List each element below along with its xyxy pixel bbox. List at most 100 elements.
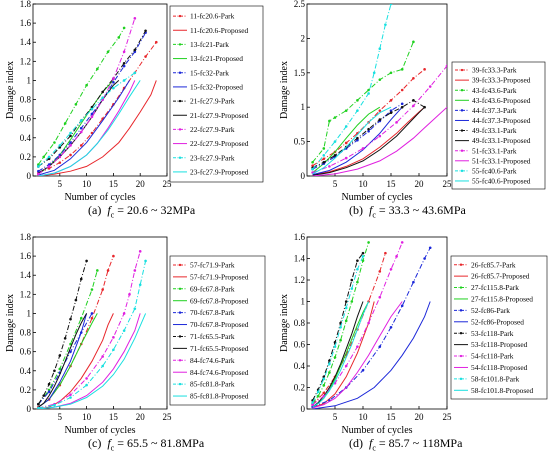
data-point [356, 345, 359, 348]
legend-label: 49-fc33.1-Park [472, 126, 517, 135]
data-point [47, 382, 51, 386]
data-point [378, 345, 382, 348]
series-line-11-fc20.6-Park [38, 41, 157, 174]
data-point [133, 269, 137, 272]
y-tick-label: 0.8 [20, 328, 32, 338]
data-point [356, 267, 359, 271]
legend-box [450, 255, 548, 400]
legend: 39-fc33.3-Park39-fc33.3-Proposed43-fc43.… [451, 61, 546, 190]
series-line-54-fc118-Park [312, 242, 403, 406]
legend-label: 44-fc37.3-Proposed [472, 116, 531, 125]
x-tick-label: 5 [58, 412, 63, 422]
series-line-53-fc118-Park [312, 252, 364, 401]
legend-label: 70-fc67.8-Park [190, 308, 235, 317]
caption-a-label: (a) [88, 203, 102, 217]
caption-c-label: (c) [88, 436, 102, 450]
series-line-54-fc118-Proposed [312, 301, 403, 409]
data-point [144, 29, 147, 33]
data-point [112, 348, 115, 352]
caption-b-text: = 33.3 ~ 43.6MPa [375, 203, 466, 217]
data-point [344, 141, 348, 145]
legend-label: 15-fc32-Park [190, 68, 229, 77]
data-point [96, 269, 99, 272]
data-point [37, 165, 40, 168]
data-point [356, 109, 359, 112]
legend: 57-fc71.9-Park 57-fc71.9-Proposed 69-fc67.… [169, 255, 266, 406]
data-point [316, 394, 320, 398]
data-point [122, 312, 126, 315]
series-line-69-fc67.8-Park [37, 270, 98, 405]
series-line-51-fc33.1-Park [312, 65, 447, 174]
data-point [53, 403, 56, 407]
data-point [361, 147, 365, 150]
data-point [58, 367, 62, 371]
data-point [389, 4, 393, 6]
data-point [90, 288, 94, 291]
data-point [333, 345, 337, 348]
legend-label: 57-fc71.9-Proposed [190, 272, 249, 281]
data-point [400, 88, 404, 92]
data-point [311, 167, 314, 171]
legend-label: 52-fc86-Park [471, 306, 510, 315]
data-point [112, 254, 115, 258]
data-point [58, 146, 62, 149]
y-tick-label: 1.4 [20, 270, 32, 280]
y-tick-label: 1.8 [20, 232, 32, 242]
legend: 11-fc20.6-Park 11-fc20.6-Proposed 13-fc21-… [169, 5, 264, 183]
legend-label: 70-fc67.8-Proposed [190, 320, 249, 329]
x-tick-label: 10 [82, 412, 92, 422]
data-point [37, 169, 40, 173]
data-point [79, 316, 83, 320]
data-point [400, 68, 404, 71]
data-point [344, 156, 348, 160]
legend-marker [178, 263, 182, 267]
y-tick-label: 1.6 [294, 232, 306, 242]
data-point [63, 336, 67, 340]
data-point [412, 104, 415, 108]
data-point [79, 144, 83, 147]
y-axis-label: Damage index [5, 61, 16, 119]
data-point [412, 40, 415, 44]
legend-marker [459, 309, 463, 312]
legend-label: 54-fc118-Proposed [471, 363, 528, 372]
data-point [389, 111, 393, 115]
data-point [384, 23, 387, 26]
data-point [79, 126, 83, 130]
data-point [311, 160, 314, 164]
series-line-39-fc33.3-Park [312, 69, 425, 167]
series-line-58-fc101.8-Proposed [312, 301, 370, 408]
data-point [133, 307, 137, 310]
data-point [328, 362, 331, 366]
data-point [344, 364, 348, 368]
legend-marker [460, 129, 464, 132]
data-point [106, 50, 110, 54]
y-tick-label: 2.5 [294, 0, 306, 9]
series-line-70-fc67.8-Proposed [38, 313, 88, 408]
caption-d-text: = 85.7 ~ 118MPa [375, 436, 463, 450]
data-point [90, 107, 94, 111]
data-point [69, 393, 72, 396]
data-point [112, 77, 115, 80]
data-point [344, 109, 348, 112]
series-line-52-fc86-Proposed [312, 301, 431, 409]
y-tick-label: 0.6 [294, 340, 306, 350]
y-tick-label: 1.6 [20, 251, 32, 261]
x-tick-label: 20 [415, 179, 425, 189]
data-point [37, 163, 40, 166]
data-point [389, 99, 393, 102]
legend-label: 51-fc33.1-Park [472, 146, 517, 155]
y-tick-label: 1.4 [294, 254, 306, 264]
legend-label: 71-fc65.5-Proposed [190, 344, 249, 353]
data-point [96, 67, 99, 71]
legend-label: 27-fc115.8-Park [471, 283, 519, 292]
data-point [423, 68, 426, 71]
data-point [90, 316, 94, 320]
legend-label: 84-fc74.6-Park [190, 356, 235, 365]
legend-marker [459, 377, 463, 381]
series-line-15-fc32-Proposed [38, 80, 130, 176]
data-point [47, 390, 51, 394]
series-line-26-fc85.7-Park [312, 252, 386, 406]
data-point [69, 153, 72, 157]
series-line-27-fc115.8-Park [312, 242, 370, 404]
data-point [90, 312, 94, 315]
